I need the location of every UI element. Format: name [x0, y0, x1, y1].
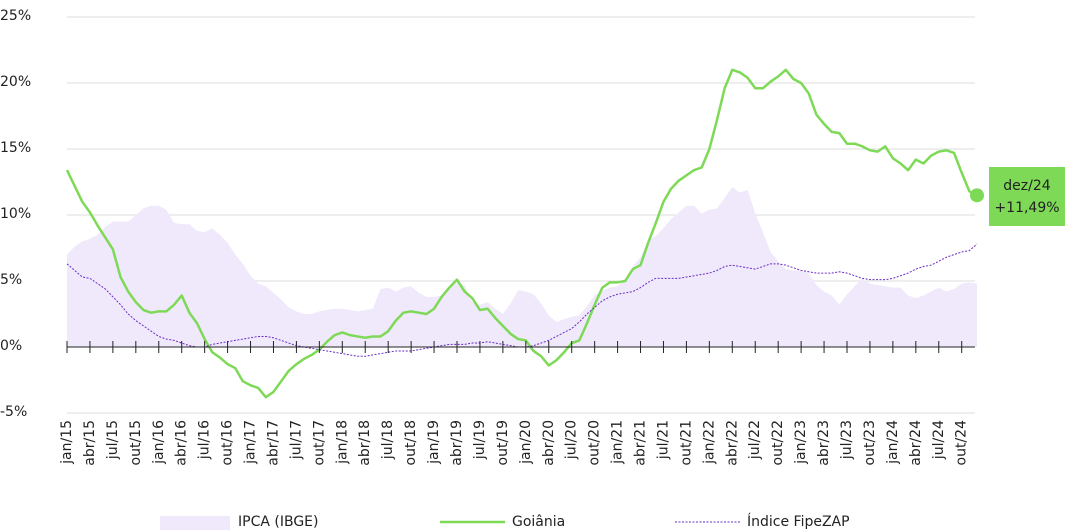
x-tick-label: out/21: [678, 420, 694, 465]
x-tick-label: out/17: [311, 420, 327, 465]
x-tick-label: abr/15: [82, 420, 98, 466]
x-tick-label: jul/15: [105, 420, 121, 460]
ipca-area: [67, 187, 977, 347]
x-tick-label: jul/22: [747, 420, 763, 460]
legend-label: Goiânia: [512, 514, 565, 530]
legend-swatch: [160, 516, 230, 530]
x-tick-label: abr/22: [724, 420, 740, 466]
x-tick-label: abr/21: [633, 420, 649, 466]
x-tick-label: out/23: [862, 420, 878, 465]
x-tick-label: jul/19: [472, 420, 488, 460]
x-tick-label: jan/18: [334, 420, 350, 465]
x-tick-label: abr/18: [357, 420, 373, 466]
y-tick-label: 5%: [0, 272, 22, 288]
x-tick-label: out/24: [954, 420, 970, 466]
x-tick-label: out/19: [495, 420, 511, 465]
x-tick-label: jan/20: [518, 420, 534, 465]
x-tick-label: jul/21: [655, 420, 671, 460]
y-tick-label: 10%: [0, 206, 31, 222]
x-tick-label: abr/24: [908, 420, 924, 466]
x-tick-label: jan/17: [243, 420, 259, 465]
x-tick-label: jan/15: [59, 420, 75, 465]
y-tick-label: 0%: [0, 338, 22, 354]
legend-label: IPCA (IBGE): [238, 514, 318, 530]
annotation-label: dez/24: [1003, 178, 1050, 194]
last-point: [970, 188, 984, 203]
x-tick-label: jul/18: [380, 420, 396, 460]
x-tick-label: jul/24: [931, 420, 947, 460]
annotation-value: +11,49%: [994, 200, 1059, 216]
x-tick-label: out/15: [128, 420, 144, 465]
x-tick-label: abr/17: [265, 420, 281, 466]
x-tick-label: jan/21: [610, 420, 626, 465]
x-tick-label: abr/20: [541, 420, 557, 466]
x-tick-label: out/16: [220, 420, 236, 466]
x-tick-label: jul/17: [288, 420, 304, 460]
y-tick-label: 15%: [0, 140, 31, 156]
y-tick-label: -5%: [0, 404, 27, 420]
legend-label: Índice FipeZAP: [747, 513, 850, 530]
goiania-line: [65, 68, 978, 399]
x-tick-label: jul/20: [564, 420, 580, 460]
x-tick-label: out/20: [587, 420, 603, 465]
x-tick-label: jul/23: [839, 420, 855, 460]
x-tick-label: out/18: [403, 420, 419, 465]
x-tick-label: jan/22: [701, 420, 717, 465]
x-tick-label: jan/16: [151, 420, 167, 465]
y-tick-label: 20%: [0, 74, 31, 90]
x-tick-label: jan/24: [885, 420, 901, 465]
x-tick-label: abr/23: [816, 420, 832, 466]
x-tick-label: abr/16: [174, 420, 190, 466]
annotation-box: [989, 167, 1065, 226]
x-tick-label: out/22: [770, 420, 786, 465]
x-tick-label: jul/16: [197, 420, 213, 460]
x-tick-label: abr/19: [449, 420, 465, 466]
x-tick-label: jan/23: [793, 420, 809, 465]
x-tick-label: jan/19: [426, 420, 442, 465]
y-tick-label: 25%: [0, 8, 31, 24]
